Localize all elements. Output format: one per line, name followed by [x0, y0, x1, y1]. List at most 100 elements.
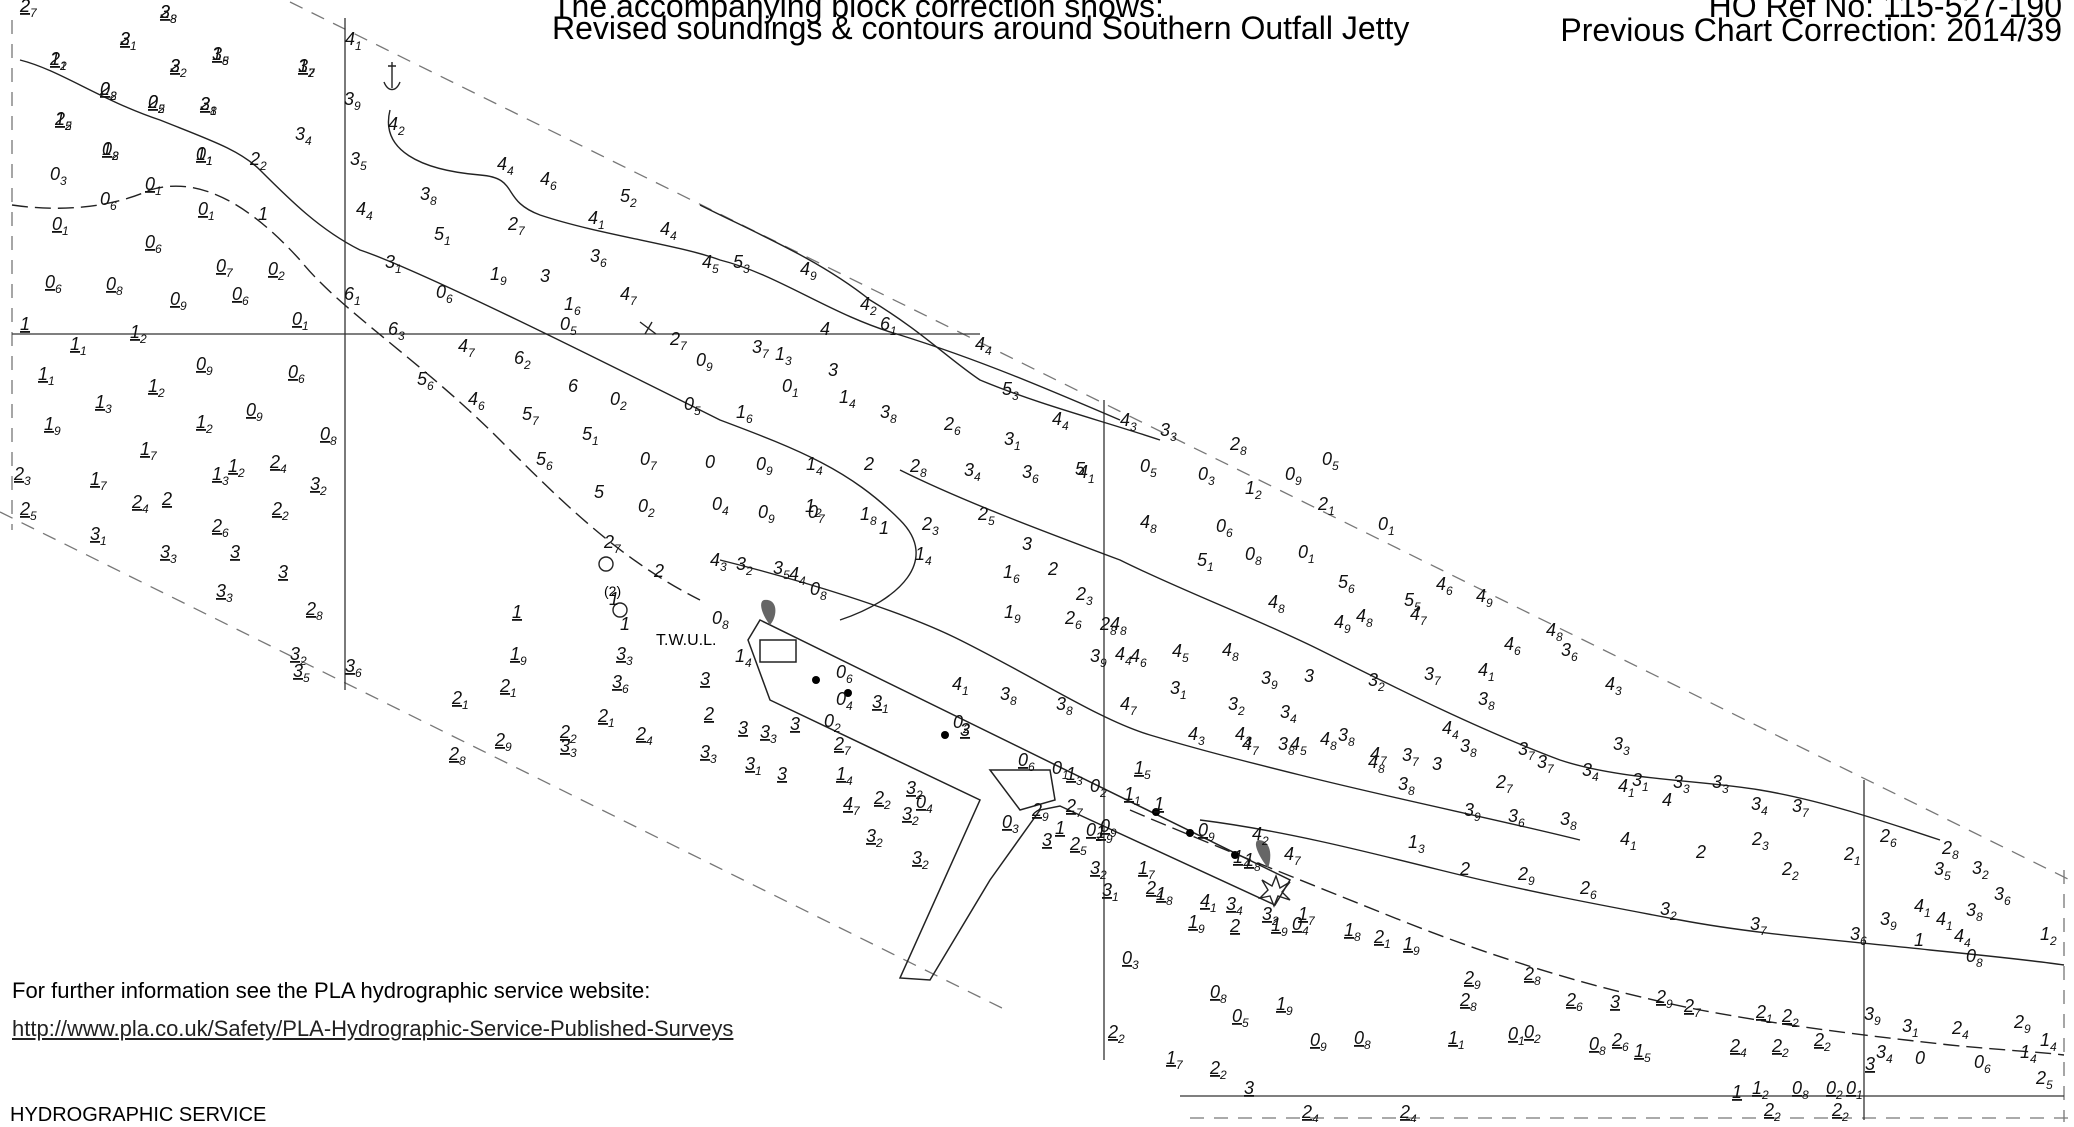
depth-sounding: 13	[95, 392, 112, 416]
depth-sounding: 04	[836, 689, 853, 713]
depth-sounding: 12	[228, 456, 245, 480]
depth-sounding: 13	[212, 464, 229, 488]
depth-sounding: 63	[388, 319, 405, 343]
depth-sounding: 33	[1160, 420, 1177, 444]
depth-sounding: 18	[860, 504, 877, 528]
sounding-decimetres: 6	[1622, 1040, 1629, 1054]
depth-sounding: 48	[1222, 640, 1239, 664]
sounding-metres: 4	[1290, 734, 1300, 754]
depth-sounding: 08	[810, 579, 827, 603]
sounding-metres: 2	[977, 504, 988, 524]
sounding-metres: 1	[490, 264, 500, 284]
sounding-decimetres: 1	[1328, 504, 1335, 518]
depth-sounding: 32	[912, 848, 929, 872]
sounding-decimetres: 1	[1488, 670, 1495, 684]
sounding-metres: 2	[49, 49, 60, 69]
sounding-decimetres: 1	[755, 764, 762, 778]
depth-sounding: 09	[170, 289, 187, 313]
depth-sounding: 34	[1876, 1042, 1893, 1066]
sounding-metres: 3	[1280, 702, 1290, 722]
sounding-metres: 0	[1018, 750, 1028, 770]
sounding-metres: 4	[1370, 744, 1380, 764]
sounding-metres: 2	[873, 788, 884, 808]
depth-sounding: 56	[1338, 572, 1355, 596]
pla-website-link[interactable]: http://www.pla.co.uk/Safety/PLA-Hydrogra…	[12, 1016, 734, 1041]
depth-sounding: 37	[1792, 796, 1810, 820]
sounding-metres: 1	[212, 464, 222, 484]
depth-sounding: 48	[1110, 614, 1127, 638]
depth-sounding: 21	[1317, 494, 1335, 518]
sounding-metres: 0	[1378, 514, 1388, 534]
depth-sounding: 36	[590, 246, 607, 270]
depth-sounding: 32	[902, 804, 919, 828]
sounding-decimetres: 6	[2004, 894, 2011, 908]
depth-sounding: 22	[99, 79, 117, 103]
sounding-metres: 0	[292, 309, 302, 329]
sounding-decimetres: 9	[1208, 830, 1215, 844]
depth-sounding: 38	[880, 402, 897, 426]
sounding-metres: 3	[1368, 670, 1378, 690]
depth-sounding: 44	[356, 199, 373, 223]
depth-sounding: 09	[1285, 464, 1302, 488]
sounding-metres: 3	[1042, 830, 1052, 850]
sounding-decimetres: 8	[430, 194, 437, 208]
sounding-metres: 3	[912, 848, 922, 868]
depth-sounding: 31	[200, 94, 217, 118]
sounding-decimetres: 2	[397, 124, 405, 138]
sounding-decimetres: 2	[569, 732, 577, 746]
depth-sounding: 43	[1188, 724, 1205, 748]
sounding-metres: 4	[1356, 606, 1366, 626]
depth-sounding: 43	[1235, 724, 1252, 748]
sounding-metres: 2	[1099, 614, 1110, 634]
sounding-decimetres: 8	[316, 609, 323, 623]
sounding-decimetres: 8	[1150, 522, 1157, 536]
sounding-decimetres: 5	[30, 509, 37, 523]
sounding-metres: 1	[258, 204, 268, 224]
sounding-metres: 2	[921, 514, 932, 534]
depth-sounding: 24	[269, 452, 287, 476]
sounding-decimetres: 6	[427, 379, 434, 393]
depth-sounding: 61	[344, 284, 361, 308]
hydrographic-service-label: HYDROGRAPHIC SERVICE	[10, 1104, 267, 1126]
sounding-decimetres: 8	[330, 434, 337, 448]
sounding-decimetres: 4	[646, 734, 653, 748]
sounding-metres: 0	[246, 400, 256, 420]
sounding-metres: 4	[1252, 824, 1262, 844]
sounding-metres: 2	[863, 454, 874, 474]
depth-sounding: 08	[106, 274, 123, 298]
depth-sounding: 44	[660, 219, 677, 243]
sounding-metres: 2	[19, 499, 30, 519]
depth-sounding: 32	[1228, 694, 1245, 718]
depth-sounding: 21	[119, 29, 137, 53]
depth-sounding: 06	[45, 272, 62, 296]
sounding-decimetres: 4	[1592, 770, 1599, 784]
sounding-metres: 3	[1660, 899, 1670, 919]
depth-sounding: 37	[1424, 664, 1442, 688]
sounding-decimetres: 8	[1534, 974, 1541, 988]
sounding-metres: 1	[196, 412, 206, 432]
depth-sounding: 2	[863, 454, 874, 474]
depth-sounding: 15	[1134, 758, 1151, 782]
depth-sounding: 46	[468, 389, 485, 413]
sounding-decimetres: 1	[1062, 768, 1069, 782]
depth-sounding: 01	[782, 376, 799, 400]
depth-sounding: 04	[1292, 914, 1309, 938]
depth-sounding: 5	[594, 482, 605, 502]
depth-sounding: 14	[915, 544, 932, 568]
sounding-decimetres: 9	[1198, 922, 1205, 936]
depth-sounding: 32	[290, 644, 307, 668]
depth-sounding: 29	[2013, 1012, 2031, 1036]
sounding-decimetres: 2	[1841, 1110, 1849, 1122]
depth-sounding: 08	[100, 79, 117, 103]
depth-sounding: 44	[789, 564, 806, 588]
contour-four-metre-east	[719, 559, 1581, 841]
sounding-decimetres: 6	[298, 372, 305, 386]
depth-sounding: 3	[540, 266, 550, 286]
sounding-metres: 0	[148, 92, 158, 112]
sounding-metres: 4	[1120, 410, 1130, 430]
depth-sounding: 44	[975, 334, 992, 358]
sounding-decimetres: 3	[1170, 430, 1177, 444]
depth-sounding: 13	[775, 344, 792, 368]
sounding-decimetres: 3	[1130, 420, 1137, 434]
